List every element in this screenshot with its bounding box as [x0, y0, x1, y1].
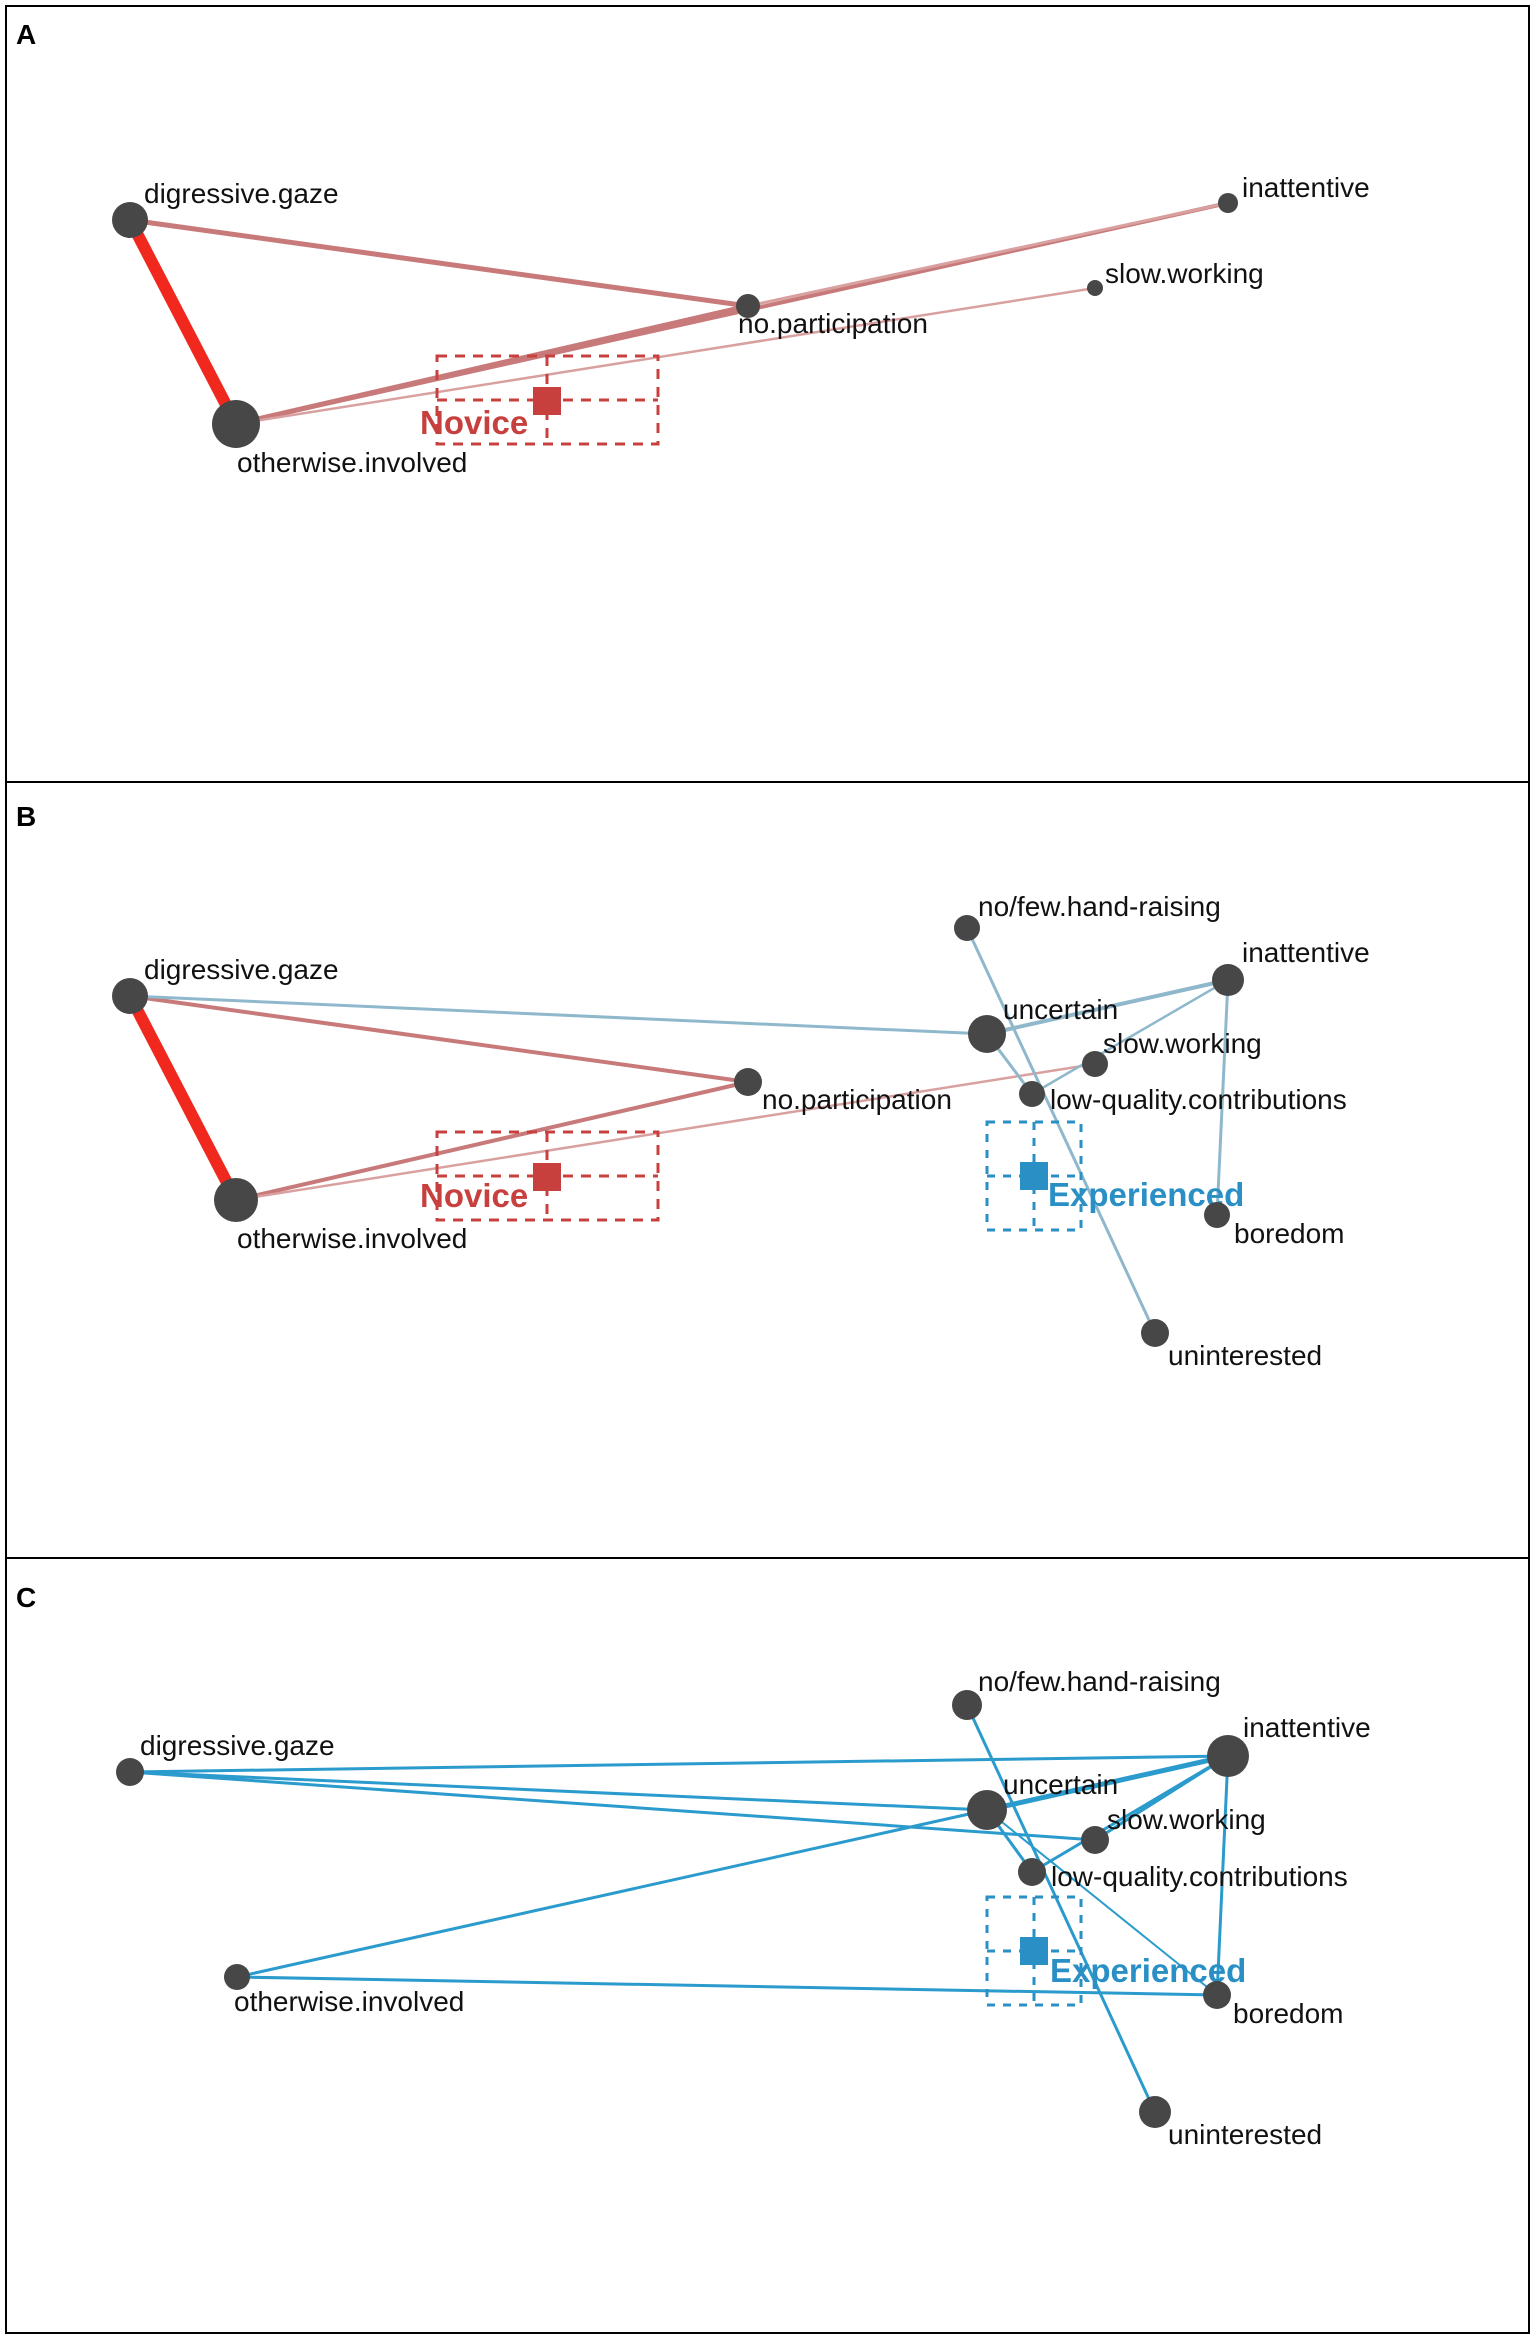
label-otherwise-involved: otherwise.involved	[234, 1986, 464, 2017]
node-uncertain	[968, 1015, 1006, 1053]
novice-label: Novice	[420, 404, 528, 441]
node-no-participation	[734, 1068, 762, 1096]
label-otherwise-involved: otherwise.involved	[237, 1223, 467, 1254]
panel-c-frame	[5, 1557, 1530, 2334]
node-digressive-gaze	[112, 202, 148, 238]
novice-centroid	[533, 387, 561, 415]
experienced-centroid	[1020, 1937, 1048, 1965]
node-otherwise-involved	[214, 1178, 258, 1222]
experienced-confidence-box	[985, 1120, 1083, 1232]
panel-b-nodes	[112, 915, 1244, 1347]
panel-a-frame	[5, 5, 1530, 783]
node-digressive-gaze	[116, 1758, 144, 1786]
novice-label: Novice	[420, 1177, 528, 1214]
edge-inattentive-boredom	[1215, 1755, 1230, 1996]
edge-uncertain-boredom	[986, 1809, 1218, 1996]
node-no-participation	[736, 294, 760, 318]
node-otherwise-involved	[212, 400, 260, 448]
label-otherwise-involved: otherwise.involved	[237, 447, 467, 478]
node-inattentive	[1212, 964, 1244, 996]
panel-b-letter: B	[16, 801, 36, 832]
edge-involved-uncertain	[236, 1808, 988, 1979]
edge-uncertain-inattentive	[986, 1753, 1229, 1813]
panel-b: B Novice Experienced	[5, 781, 1530, 1559]
label-digressive-gaze: digressive.gaze	[144, 954, 339, 985]
panel-a-nodes	[112, 193, 1238, 448]
edge-gaze-involved	[124, 214, 242, 430]
edge-uncertain-inattentive	[986, 978, 1229, 1036]
edge-involved-participation	[235, 1080, 749, 1202]
experienced-confidence-box	[985, 1895, 1083, 2007]
label-slow-working: slow.working	[1103, 1028, 1262, 1059]
panel-c: C Experienced	[5, 1557, 1530, 2334]
node-uncertain	[967, 1790, 1007, 1830]
node-low-quality-contributions	[1018, 1858, 1046, 1886]
edge-participation-inattentive	[747, 201, 1229, 308]
label-inattentive: inattentive	[1242, 937, 1370, 968]
novice-centroid	[533, 1163, 561, 1191]
label-uninterested: uninterested	[1168, 2119, 1322, 2150]
edge-inattentive-boredom	[1215, 979, 1230, 1216]
node-uninterested	[1141, 1319, 1169, 1347]
edge-involved-boredom	[236, 1975, 1218, 1997]
edge-gaze-inattentive	[129, 1754, 1229, 1774]
node-no-few-hand-raising	[952, 1690, 982, 1720]
panel-b-frame	[5, 781, 1530, 1559]
edge-handraising-uninterested	[965, 1704, 1157, 2113]
node-boredom	[1204, 1202, 1230, 1228]
node-no-few-hand-raising	[954, 915, 980, 941]
node-slow-working	[1087, 280, 1103, 296]
node-inattentive	[1207, 1735, 1249, 1777]
label-no-participation: no.participation	[762, 1084, 952, 1115]
label-digressive-gaze: digressive.gaze	[140, 1730, 335, 1761]
edge-lowquality-inattentive	[1031, 1754, 1229, 1874]
label-slow-working: slow.working	[1105, 258, 1264, 289]
panel-c-letter: C	[16, 1582, 36, 1613]
node-slow-working	[1082, 1051, 1108, 1077]
label-boredom: boredom	[1233, 1998, 1344, 2029]
edge-involved-slowworking	[235, 286, 1096, 426]
label-low-quality-contributions: low-quality.contributions	[1050, 1084, 1347, 1115]
edge-lowquality-inattentive	[1031, 978, 1229, 1096]
node-digressive-gaze	[112, 978, 148, 1014]
edge-gaze-participation	[129, 217, 749, 309]
node-otherwise-involved	[224, 1964, 250, 1990]
node-inattentive	[1218, 193, 1238, 213]
label-inattentive: inattentive	[1242, 172, 1370, 203]
label-boredom: boredom	[1234, 1218, 1345, 1249]
edge-handraising-uninterested	[965, 927, 1157, 1334]
panel-c-edges	[129, 1704, 1230, 2113]
label-uncertain: uncertain	[1003, 994, 1118, 1025]
node-slow-working	[1081, 1826, 1109, 1854]
panel-c-nodes	[116, 1690, 1249, 2128]
edge-gaze-uncertain	[129, 1770, 988, 1812]
panel-b-novice-edges	[124, 990, 1096, 1206]
label-inattentive: inattentive	[1243, 1712, 1371, 1743]
edge-gaze-involved	[124, 990, 242, 1206]
label-uninterested: uninterested	[1168, 1340, 1322, 1371]
node-low-quality-contributions	[1019, 1081, 1045, 1107]
edge-gaze-slowworking	[129, 1770, 1096, 1842]
edge-gaze-uncertain	[129, 994, 988, 1036]
experienced-centroid	[1020, 1162, 1048, 1190]
panel-a: A Novice digressive.gaze otherwise.invol…	[5, 5, 1530, 783]
node-uninterested	[1139, 2096, 1171, 2128]
label-digressive-gaze: digressive.gaze	[144, 178, 339, 209]
label-low-quality-contributions: low-quality.contributions	[1051, 1861, 1348, 1892]
panel-a-letter: A	[16, 19, 36, 50]
label-no-few-hand-raising: no/few.hand-raising	[978, 1666, 1221, 1697]
label-uncertain: uncertain	[1003, 1769, 1118, 1800]
label-slow-working: slow.working	[1107, 1804, 1266, 1835]
panel-a-edges	[124, 201, 1229, 430]
label-no-participation: no.participation	[738, 308, 928, 339]
edge-gaze-participation	[129, 994, 749, 1084]
node-boredom	[1203, 1981, 1231, 2009]
edge-involved-slowworking	[235, 1062, 1096, 1202]
label-no-few-hand-raising: no/few.hand-raising	[978, 891, 1221, 922]
